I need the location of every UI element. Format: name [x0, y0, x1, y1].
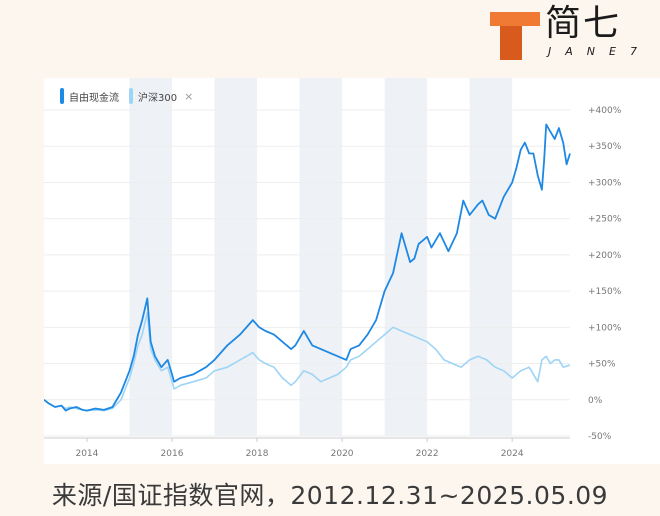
- y-tick-label-2: +50%: [588, 360, 616, 370]
- y-tick-label-3: +100%: [588, 323, 622, 333]
- x-tick-label-2: 2018: [246, 449, 269, 459]
- chart-legend: 自由现金流 沪深300 ×: [60, 86, 193, 106]
- y-tick-label-1: 0%: [588, 396, 603, 406]
- legend-label-csi300: 沪深300: [138, 92, 178, 104]
- x-tick-label-1: 2016: [161, 449, 184, 459]
- y-tick-label-0: -50%: [588, 432, 612, 442]
- shaded-band-3: [384, 78, 428, 436]
- shaded-band-0: [129, 78, 172, 436]
- y-tick-label-6: +250%: [588, 215, 622, 225]
- jane7-logo-icon: [490, 12, 540, 60]
- legend-swatch-csi300: [129, 88, 133, 104]
- y-tick-label-7: +300%: [588, 178, 622, 188]
- series-line-free-cash-flow: [44, 123, 571, 412]
- logo-name: 简七: [545, 3, 622, 44]
- y-tick-label-4: +150%: [588, 287, 622, 297]
- logo-subtitle: JANE7: [548, 45, 651, 58]
- x-tick-label-4: 2022: [416, 449, 439, 459]
- close-icon[interactable]: ×: [184, 89, 194, 103]
- legend-item-csi300[interactable]: 沪深300 ×: [129, 88, 193, 104]
- legend-label-free-cash-flow: 自由现金流: [69, 92, 119, 104]
- x-tick-label-5: 2024: [501, 449, 524, 459]
- y-tick-label-9: +400%: [588, 106, 622, 116]
- y-tick-label-5: +200%: [588, 251, 622, 261]
- source-caption: 来源/国证指数官网，2012.12.31~2025.05.09: [51, 481, 609, 510]
- line-chart: -50% 0% +50% +100% +150% +200% +250% +300% +350%…: [44, 78, 622, 459]
- shaded-band-4: [469, 78, 513, 436]
- y-tick-label-8: +350%: [588, 142, 622, 152]
- series-line-csi300: [44, 312, 571, 412]
- chart-card: -50% 0% +50% +100% +150% +200% +250% +300% +350%…: [44, 78, 660, 464]
- x-tick-label-0: 2014: [75, 449, 98, 459]
- legend-item-free-cash-flow[interactable]: 自由现金流: [60, 88, 119, 104]
- x-tick-label-3: 2020: [331, 449, 354, 459]
- shaded-band-1: [214, 78, 258, 436]
- legend-swatch-free-cash-flow: [60, 88, 64, 104]
